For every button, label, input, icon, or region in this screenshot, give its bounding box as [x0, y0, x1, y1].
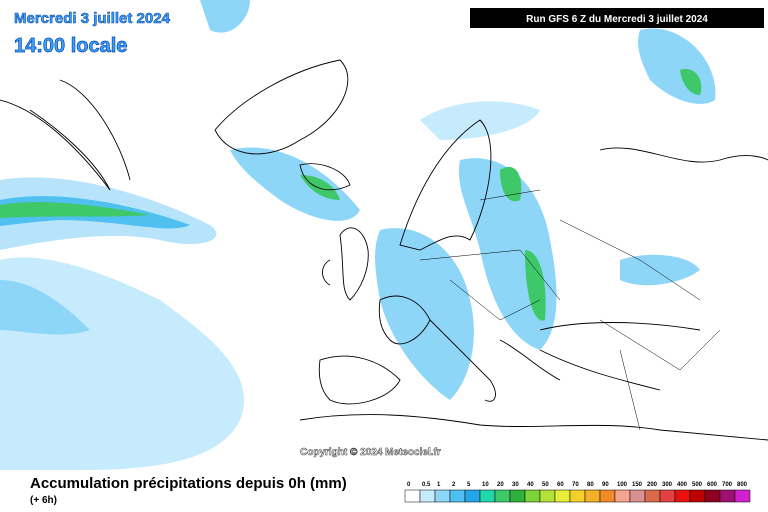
scale-swatch [434, 489, 451, 503]
scale-swatch [479, 489, 496, 503]
time-label: 14:00 locale [14, 35, 127, 57]
scale-label: 0.5 [422, 482, 431, 488]
scale-label: 90 [602, 482, 609, 488]
scale-swatch [734, 489, 751, 503]
scale-label: 40 [527, 482, 534, 488]
scale-label: 500 [692, 482, 703, 488]
scale-swatch [554, 489, 571, 503]
scale-swatch [404, 489, 421, 503]
scale-swatch [449, 489, 466, 503]
color-scale: 0 0.5 1 2 5 10 20 30 40 50 60 70 80 90 100 150 200 300 400… [404, 482, 751, 503]
scale-label: 10 [482, 482, 489, 488]
scale-swatch [704, 489, 721, 503]
scale-swatch [599, 489, 616, 503]
scale-swatch [614, 489, 631, 503]
scale-label: 50 [542, 482, 549, 488]
scale-swatch [569, 489, 586, 503]
run-label: Run GFS 6 Z du Mercredi 3 juillet 2024 [526, 14, 708, 25]
scale-swatch [419, 489, 436, 503]
scale-label: 700 [722, 482, 733, 488]
scale-swatch [689, 489, 706, 503]
scale-swatch [659, 489, 676, 503]
run-banner [470, 8, 764, 28]
scale-label: 1 [437, 482, 441, 488]
scale-swatch [464, 489, 481, 503]
scale-label: 70 [572, 482, 579, 488]
scale-swatch [719, 489, 736, 503]
scale-swatch [644, 489, 661, 503]
scale-label: 30 [512, 482, 519, 488]
scale-label: 150 [632, 482, 643, 488]
legend-subtitle: (+ 6h) [30, 495, 57, 506]
scale-label: 100 [617, 482, 628, 488]
scale-label: 80 [587, 482, 594, 488]
copyright: Copyright © 2024 Meteociel.fr [300, 447, 441, 458]
scale-swatch [674, 489, 691, 503]
scale-swatch [509, 489, 526, 503]
scale-label: 400 [677, 482, 688, 488]
scale-swatch [584, 489, 601, 503]
date-label: Mercredi 3 juillet 2024 [14, 10, 171, 27]
scale-swatch [494, 489, 511, 503]
scale-label: 600 [707, 482, 718, 488]
scale-swatch [629, 489, 646, 503]
scale-label: 300 [662, 482, 673, 488]
scale-label: 2 [452, 482, 456, 488]
legend-title: Accumulation précipitations depuis 0h (m… [30, 475, 347, 492]
scale-label: 800 [737, 482, 748, 488]
scale-label: 20 [497, 482, 504, 488]
scale-label: 0 [407, 482, 411, 488]
coastlines [0, 59, 768, 441]
scale-swatch [539, 489, 556, 503]
scale-swatch [524, 489, 541, 503]
scale-label: 60 [557, 482, 564, 488]
scale-label: 5 [467, 482, 471, 488]
scale-label: 200 [647, 482, 658, 488]
